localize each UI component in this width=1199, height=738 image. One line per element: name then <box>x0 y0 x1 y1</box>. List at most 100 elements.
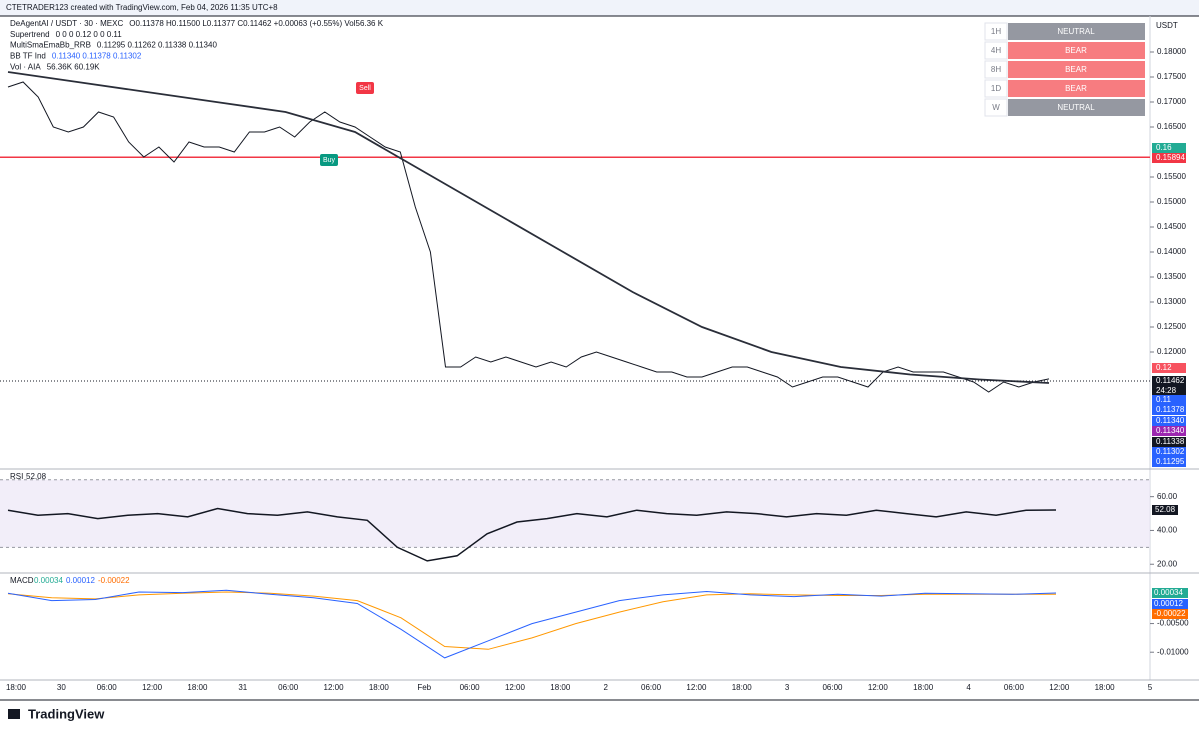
header-bar <box>0 0 1199 16</box>
pane-value: 0.00034 <box>34 576 63 585</box>
signal-label: NEUTRAL <box>1057 103 1095 112</box>
timeframe-label: 1H <box>991 27 1001 36</box>
price-tag-label: 0.11 <box>1156 395 1172 404</box>
x-tick-label: 06:00 <box>460 683 481 692</box>
price-tag-label: 0.11338 <box>1156 437 1185 446</box>
footer-logo: TradingView <box>8 706 105 721</box>
table-cell <box>1008 80 1145 97</box>
x-tick-label: 12:00 <box>868 683 889 692</box>
y-tick-label: 0.15000 <box>1157 197 1186 206</box>
legend-name: BB TF Ind <box>10 52 46 61</box>
x-tick-label: 12:00 <box>505 683 526 692</box>
table-cell <box>984 41 1008 60</box>
x-tick-label: 2 <box>603 683 608 692</box>
y-tick-label: 0.18000 <box>1157 47 1186 56</box>
table-cell <box>1008 23 1145 40</box>
price-tag-label: 0.11462 <box>1156 376 1185 385</box>
y-tick-label: 0.17500 <box>1157 72 1186 81</box>
x-tick-label: 3 <box>785 683 790 692</box>
price-line <box>7 81 1050 393</box>
timeframe-label: 8H <box>991 65 1001 74</box>
y-tick-label: 0.13000 <box>1157 297 1186 306</box>
table-cell <box>984 98 1008 117</box>
x-tick-label: 06:00 <box>97 683 118 692</box>
macd-tag <box>1152 588 1188 598</box>
y-tick-label: 20.00 <box>1157 559 1178 568</box>
moving-average <box>7 71 1050 384</box>
price-tag <box>1152 153 1186 163</box>
x-tick-label: 12:00 <box>1049 683 1070 692</box>
x-tick-label: 18:00 <box>6 683 27 692</box>
legend-values: 56.36K 60.19K <box>47 62 101 71</box>
price-tag-label: 0.11295 <box>1156 457 1185 466</box>
x-tick-label: 12:00 <box>686 683 707 692</box>
rsi-tag <box>1152 505 1178 515</box>
x-tick-label: Feb <box>417 683 431 692</box>
signal-label: NEUTRAL <box>1057 27 1095 36</box>
x-tick-label: 12:00 <box>324 683 345 692</box>
pane-value: -0.00022 <box>98 576 130 585</box>
x-tick-label: 18:00 <box>732 683 753 692</box>
header-text: CTETRADER123 created with TradingView.co… <box>6 3 278 12</box>
legend-name: MultiSmaEmaBb_RRB <box>10 41 91 50</box>
price-tag <box>1152 376 1186 396</box>
legend-name: Vol · AIA <box>10 62 41 71</box>
y-tick-label: 40.00 <box>1157 526 1178 535</box>
x-tick-label: 31 <box>238 683 247 692</box>
price-tag <box>1152 143 1186 153</box>
x-tick-label: 06:00 <box>822 683 843 692</box>
y-tick-label: -0.01000 <box>1157 647 1189 656</box>
rsi-tag-label: 52.08 <box>1155 505 1176 514</box>
price-unit: USDT <box>1156 21 1178 30</box>
x-tick-label: 5 <box>1148 683 1153 692</box>
price-tag-label: 0.11340 <box>1156 416 1185 425</box>
y-tick-label: 0.16500 <box>1157 122 1186 131</box>
price-tag <box>1152 405 1186 415</box>
price-tag-label: 0.11378 <box>1156 405 1185 414</box>
signal-label: BEAR <box>1065 65 1087 74</box>
y-tick-label: 0.14000 <box>1157 247 1186 256</box>
pane-title: RSI <box>10 472 23 481</box>
macd-tag <box>1152 599 1188 609</box>
table-cell <box>984 22 1008 41</box>
price-tag <box>1152 447 1186 457</box>
timeframe-label: 1D <box>991 84 1001 93</box>
price-tag <box>1152 426 1186 436</box>
y-tick-label: 0.13500 <box>1157 272 1186 281</box>
x-tick-label: 18:00 <box>1095 683 1116 692</box>
price-tag <box>1152 416 1186 426</box>
price-tag <box>1152 457 1186 467</box>
signal-text: Sell <box>359 85 371 92</box>
pane-value: 0.00012 <box>66 576 95 585</box>
logo-icon <box>8 709 20 719</box>
x-tick-label: 30 <box>57 683 66 692</box>
macd-line <box>7 589 1057 659</box>
legend-name: DeAgentAI / USDT · 30 · MEXC <box>10 19 123 28</box>
legend-values: O0.11378 H0.11500 L0.11377 C0.11462 +0.0… <box>129 19 383 28</box>
signal-line <box>7 591 1057 650</box>
y-tick-label: 0.12000 <box>1157 347 1186 356</box>
legend-values: 0.11295 0.11262 0.11338 0.11340 <box>97 41 218 50</box>
table-cell <box>1008 99 1145 116</box>
price-tag-label: 0.11340 <box>1156 426 1185 435</box>
price-tag-label: 0.12 <box>1156 363 1172 372</box>
legend-name: Supertrend <box>10 30 50 39</box>
macd-tag <box>1152 609 1188 619</box>
y-tick-label: 0.12500 <box>1157 322 1186 331</box>
signal-badge <box>356 82 374 94</box>
x-tick-label: 4 <box>966 683 971 692</box>
legend-values: 0.11340 0.11378 0.11302 <box>52 52 142 61</box>
price-tag <box>1152 363 1186 373</box>
pane-value: 52.08 <box>26 472 47 481</box>
rsi-line <box>7 507 1057 562</box>
signal-label: BEAR <box>1065 84 1087 93</box>
price-tag <box>1152 437 1186 447</box>
pane-title: MACD <box>10 576 34 585</box>
macd-tag-label: 0.00034 <box>1154 588 1183 597</box>
x-tick-label: 06:00 <box>641 683 662 692</box>
macd-tag-label: 0.00012 <box>1154 599 1183 608</box>
y-tick-label: 0.14500 <box>1157 222 1186 231</box>
y-tick-label: 0.17000 <box>1157 97 1186 106</box>
y-tick-label: 0.15500 <box>1157 172 1186 181</box>
